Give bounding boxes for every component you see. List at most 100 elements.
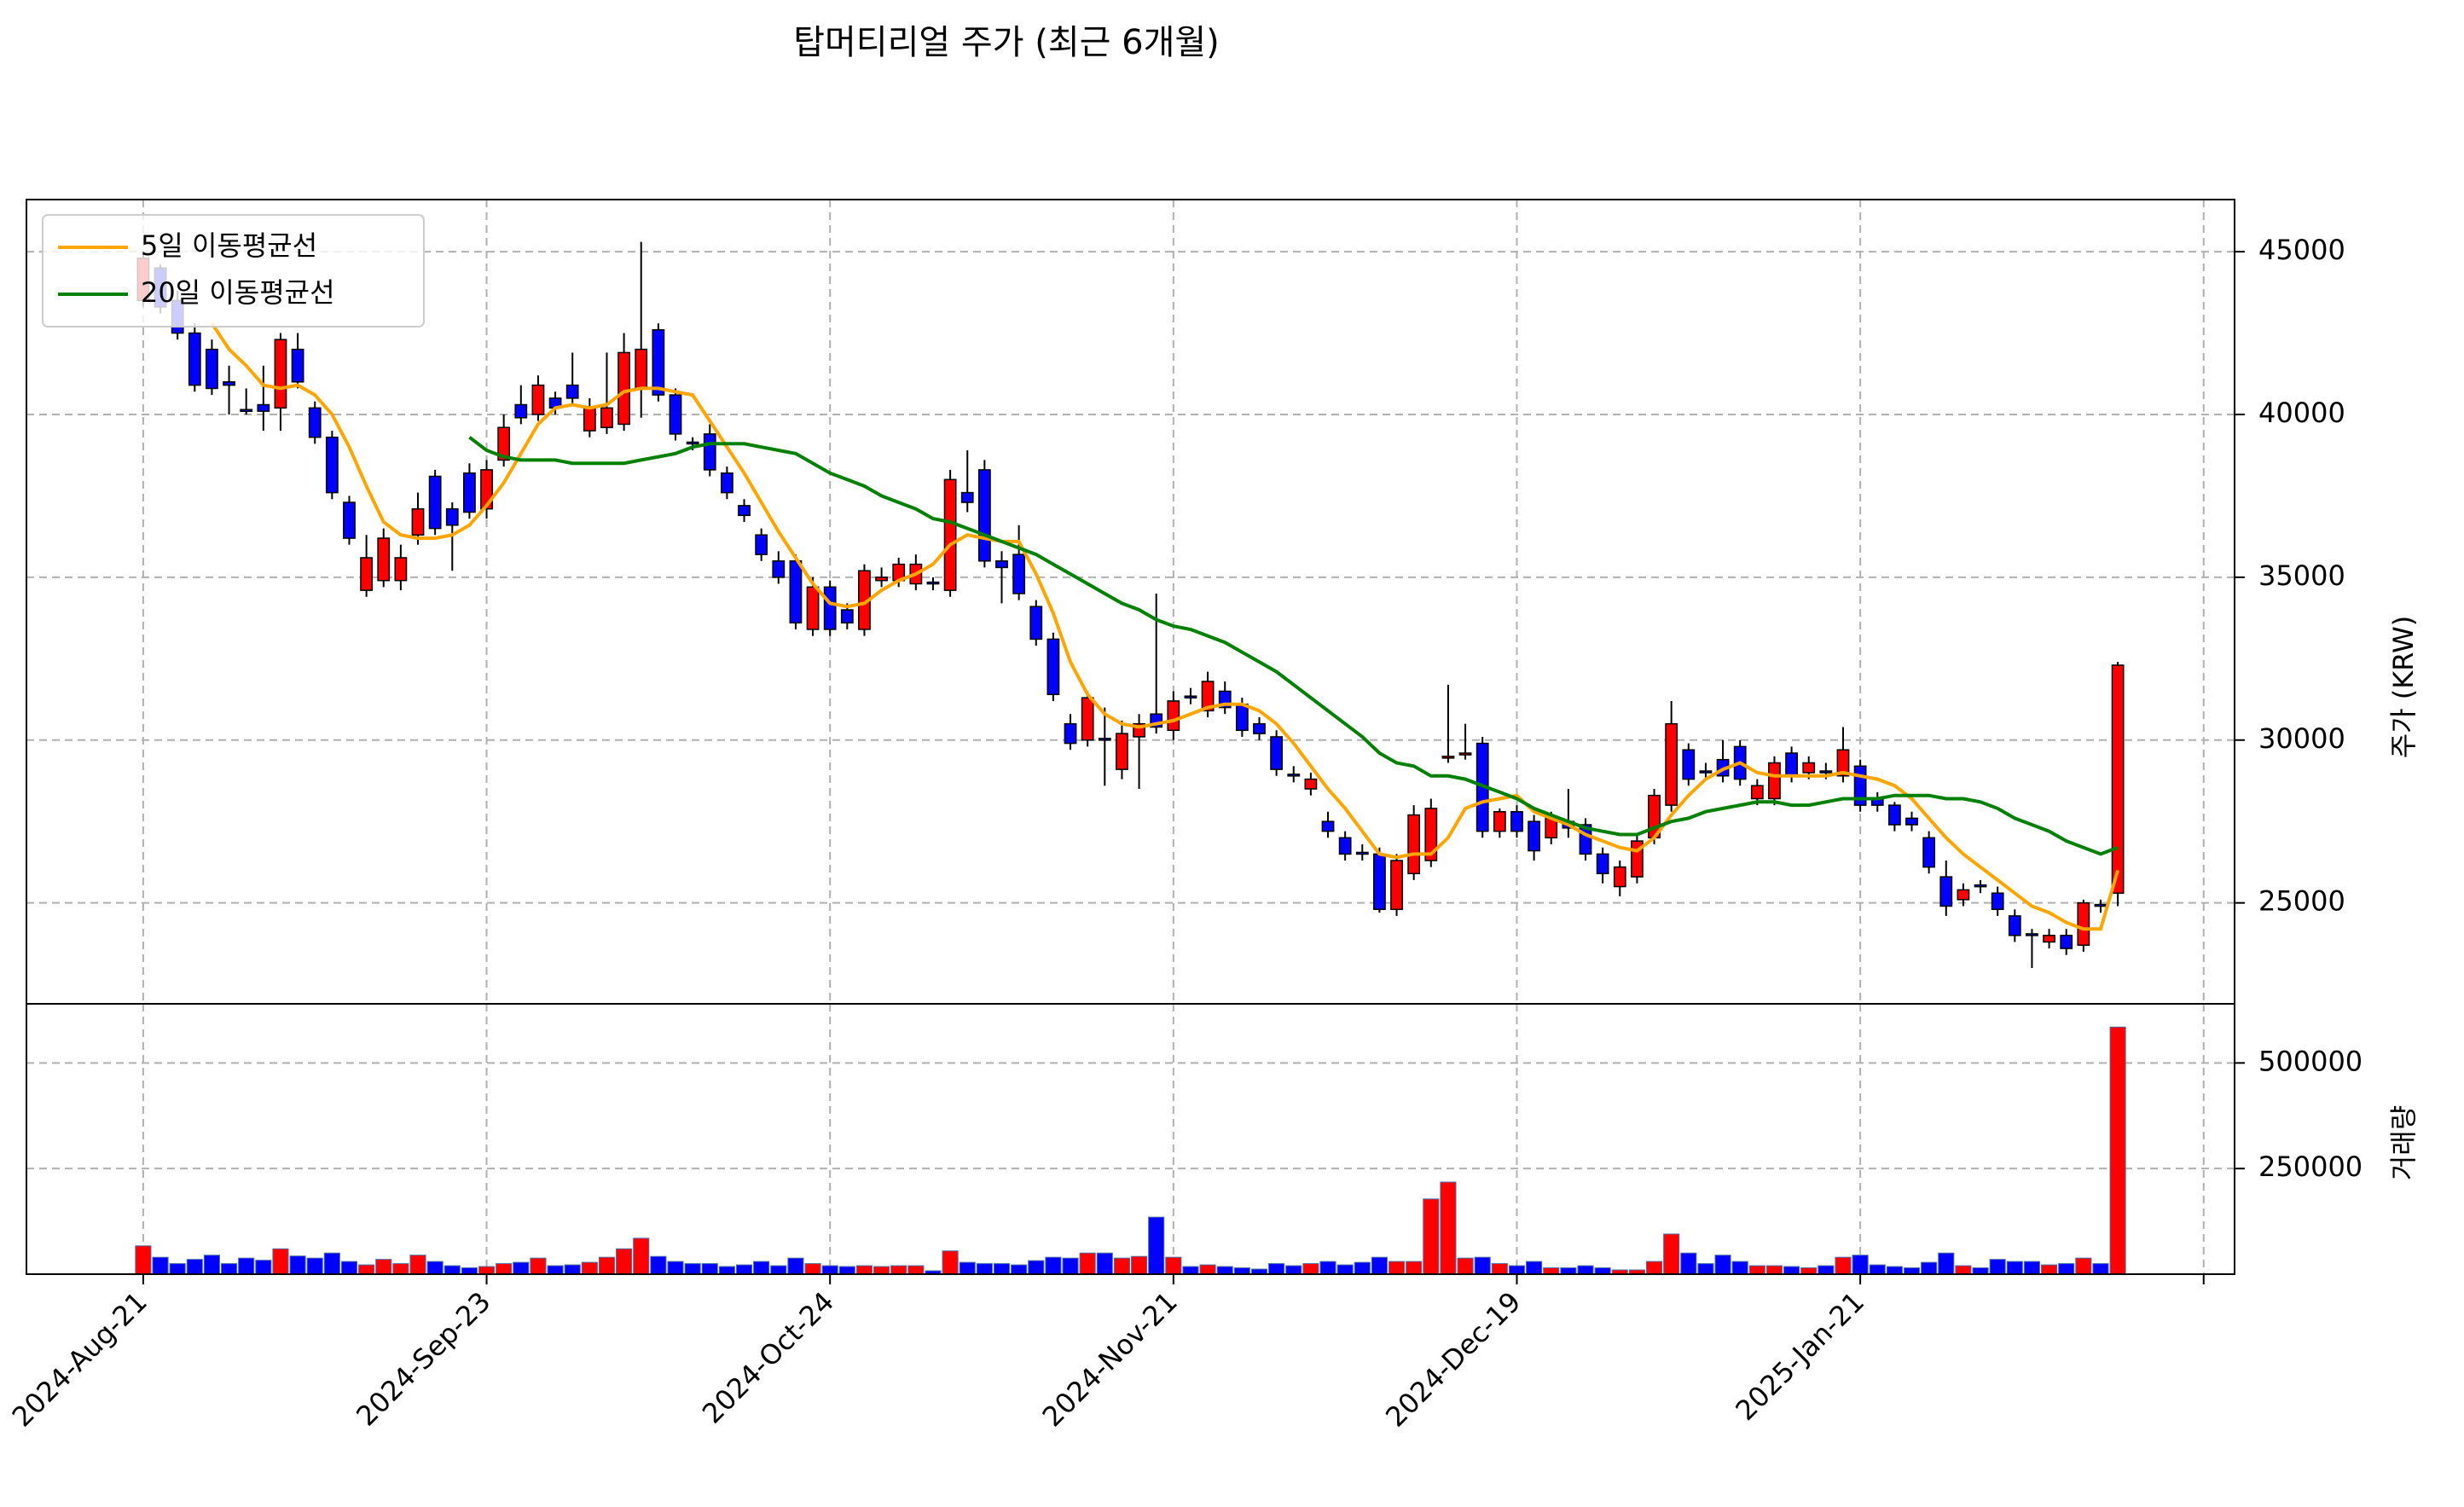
candle-body (1493, 810, 1506, 832)
volume-bar (530, 1257, 547, 1275)
volume-bar (1113, 1257, 1130, 1275)
candle-body (652, 328, 665, 396)
candle-body (1699, 770, 1713, 774)
chart-title: 탑머티리얼 주가 (최근 6개월) (793, 23, 1220, 62)
y-tick-label: 35000 (2258, 559, 2345, 592)
candle-body (343, 501, 356, 539)
volume-bar (873, 1266, 890, 1275)
volume-bar (770, 1265, 787, 1275)
candle-body (1510, 810, 1523, 832)
volume-bar (2023, 1261, 2040, 1275)
candle-body (206, 348, 218, 390)
volume-bar (907, 1265, 925, 1275)
candle-body (2094, 903, 2107, 907)
candle-body (1012, 554, 1026, 594)
volume-bar (1302, 1263, 1319, 1275)
volume-bar (1096, 1252, 1113, 1275)
candle-body (1407, 814, 1421, 875)
volume-bar (1765, 1265, 1783, 1275)
candle-body (1390, 860, 1403, 911)
candle-body (755, 534, 768, 555)
volume-bar (1045, 1256, 1062, 1275)
volume-bar (1663, 1233, 1680, 1275)
volume-bar (1285, 1265, 1302, 1275)
volume-bar (1645, 1261, 1663, 1275)
candle-body (738, 505, 751, 517)
candle-body (1922, 837, 1936, 868)
candle-body (1338, 837, 1352, 855)
volume-bar (667, 1261, 684, 1275)
volume-bar (152, 1256, 169, 1275)
volume-bar (1886, 1266, 1903, 1275)
volume-bar (1594, 1267, 1611, 1275)
volume-bar (1972, 1267, 1989, 1275)
volume-bar (1371, 1256, 1388, 1275)
candle-body (1287, 774, 1301, 777)
candle-body (960, 491, 974, 503)
x-tick-label: 2024-Sep-23 (350, 1285, 496, 1432)
candle-body (1355, 851, 1369, 855)
candle-body (840, 609, 854, 624)
candle-body (1939, 876, 1953, 907)
volume-bar (496, 1263, 513, 1275)
volume-bar (1131, 1255, 1148, 1275)
volume-bar (976, 1263, 993, 1275)
candle-body (565, 384, 579, 399)
volume-bar (2092, 1263, 2109, 1275)
candle-body (617, 351, 630, 426)
candle-body (1905, 817, 1918, 826)
candle-body (2008, 915, 2021, 936)
volume-bar (1526, 1261, 1543, 1275)
candle-body (411, 507, 425, 536)
volume-bar (616, 1248, 633, 1275)
volume-bar (1955, 1265, 1972, 1275)
legend-label: 20일 이동평균선 (141, 276, 335, 309)
candle-body (1665, 722, 1678, 806)
candle-body (875, 577, 888, 582)
volume-bar (461, 1267, 478, 1275)
x-tick-label: 2024-Aug-21 (6, 1285, 154, 1433)
volume-bar (1903, 1267, 1921, 1275)
candle-body (497, 426, 511, 461)
candle-body (1424, 808, 1438, 861)
volume-bar (804, 1263, 821, 1275)
volume-bar (2075, 1257, 2092, 1275)
volume-bar (787, 1257, 804, 1275)
candle-body (1819, 770, 1833, 774)
y-tick-label: 45000 (2258, 234, 2345, 266)
volume-bar (1354, 1261, 1371, 1275)
candle-body (772, 560, 786, 578)
volume-bar (598, 1256, 616, 1275)
candle-body (240, 409, 253, 412)
candle-body (360, 557, 374, 591)
candle-body (274, 339, 287, 409)
volume-bar (272, 1248, 289, 1275)
candle-body (1253, 722, 1266, 734)
volume-bar (1028, 1260, 1045, 1275)
candle-body (1098, 738, 1111, 741)
volume-bar (890, 1265, 907, 1275)
volume-bar (203, 1255, 220, 1275)
candle-body (1064, 722, 1077, 745)
candle-body (445, 507, 459, 526)
candle-body (377, 537, 391, 582)
candle-body (1116, 733, 1128, 770)
candle-body (1887, 804, 1901, 826)
y-axis-label: 주가 (KRW) (2387, 616, 2420, 759)
volume-bar (1216, 1266, 1233, 1275)
candle-body (926, 581, 940, 585)
volume-bar (186, 1259, 203, 1275)
volume-bar (753, 1261, 770, 1275)
volume-bar (959, 1261, 976, 1275)
volume-bar (1835, 1256, 1852, 1275)
candle-body (1785, 752, 1798, 777)
volume-bar (135, 1245, 152, 1275)
volume-bar (2058, 1263, 2075, 1275)
candle-body (789, 560, 803, 624)
volume-bar (1474, 1256, 1491, 1275)
volume-bar (581, 1261, 598, 1275)
volume-bar (1714, 1255, 1731, 1275)
candle-body (1304, 778, 1318, 790)
candle-body (325, 436, 339, 494)
